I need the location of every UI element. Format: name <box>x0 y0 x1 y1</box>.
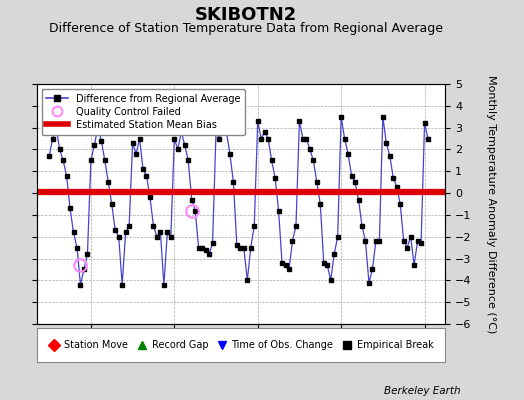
Text: Berkeley Earth: Berkeley Earth <box>385 386 461 396</box>
Legend: Station Move, Record Gap, Time of Obs. Change, Empirical Break: Station Move, Record Gap, Time of Obs. C… <box>46 337 436 353</box>
Text: Difference of Station Temperature Data from Regional Average: Difference of Station Temperature Data f… <box>49 22 443 35</box>
Text: SKIBOTN2: SKIBOTN2 <box>195 6 298 24</box>
Legend: Difference from Regional Average, Quality Control Failed, Estimated Station Mean: Difference from Regional Average, Qualit… <box>41 89 245 135</box>
Y-axis label: Monthly Temperature Anomaly Difference (°C): Monthly Temperature Anomaly Difference (… <box>486 75 496 333</box>
